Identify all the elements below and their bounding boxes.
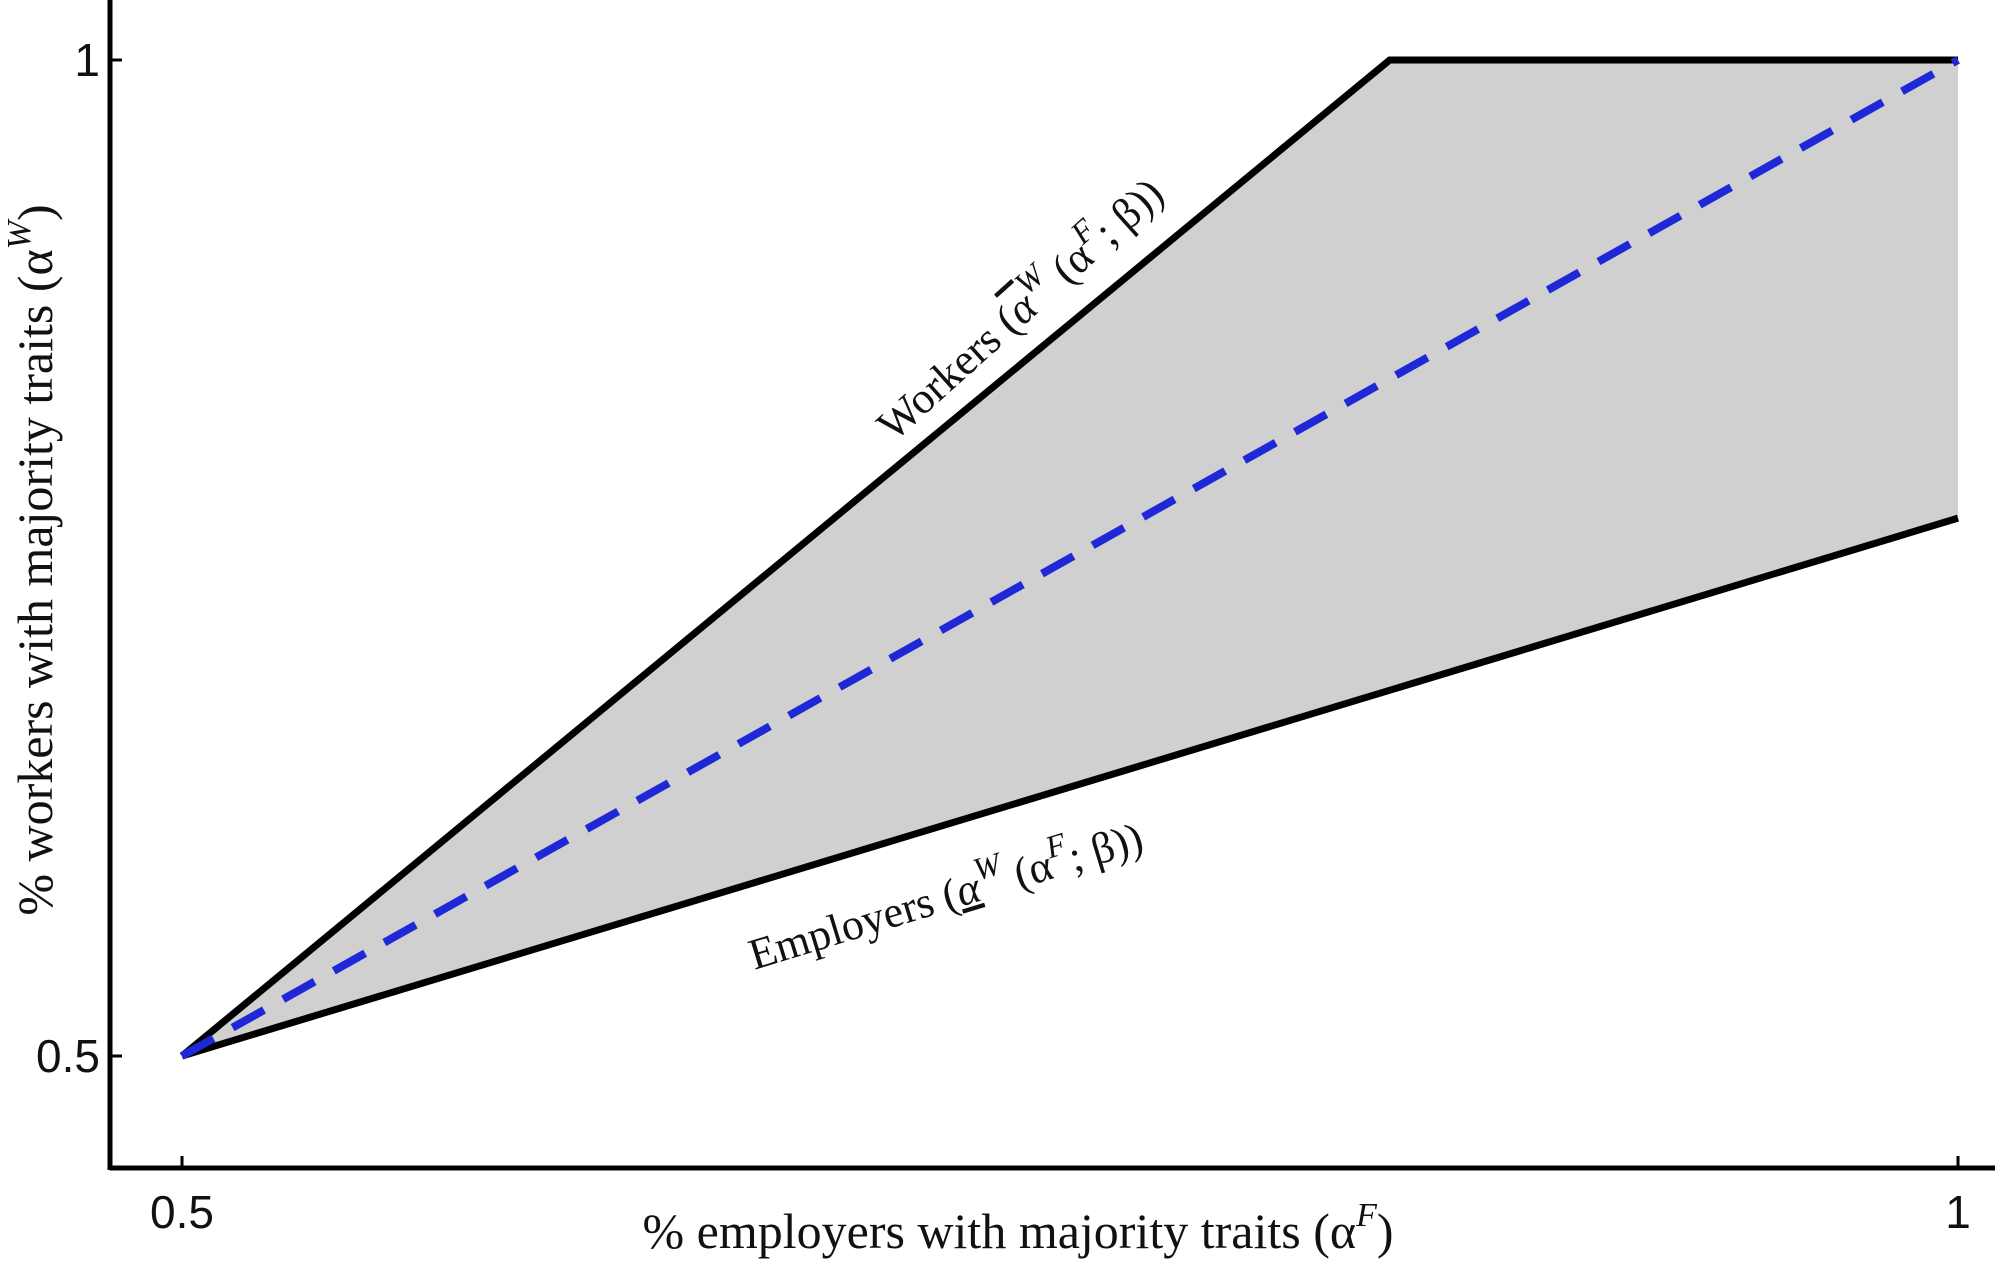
y-tick-label: 1: [74, 34, 100, 86]
x-axis-title-sup: F: [1355, 1197, 1378, 1234]
y-axis-title-sup: W: [1, 218, 38, 249]
x-axis-title: % employers with majority traits (αF): [643, 1197, 1394, 1259]
series-line-diagonal: [180, 56, 1960, 1060]
x-tick-label: 0.5: [150, 1186, 214, 1238]
y-axis-title: % workers with majority traits (αW): [1, 204, 63, 915]
y-tick-label: 0.5: [36, 1030, 100, 1082]
series-line-employers: [180, 514, 1960, 1060]
x-tick-label: 1: [1945, 1186, 1971, 1238]
series-layer: [179, 56, 1960, 1060]
series-line-workers: [179, 56, 1958, 1059]
tick-layer: 0.5 1 0.5 1: [36, 34, 1971, 1238]
